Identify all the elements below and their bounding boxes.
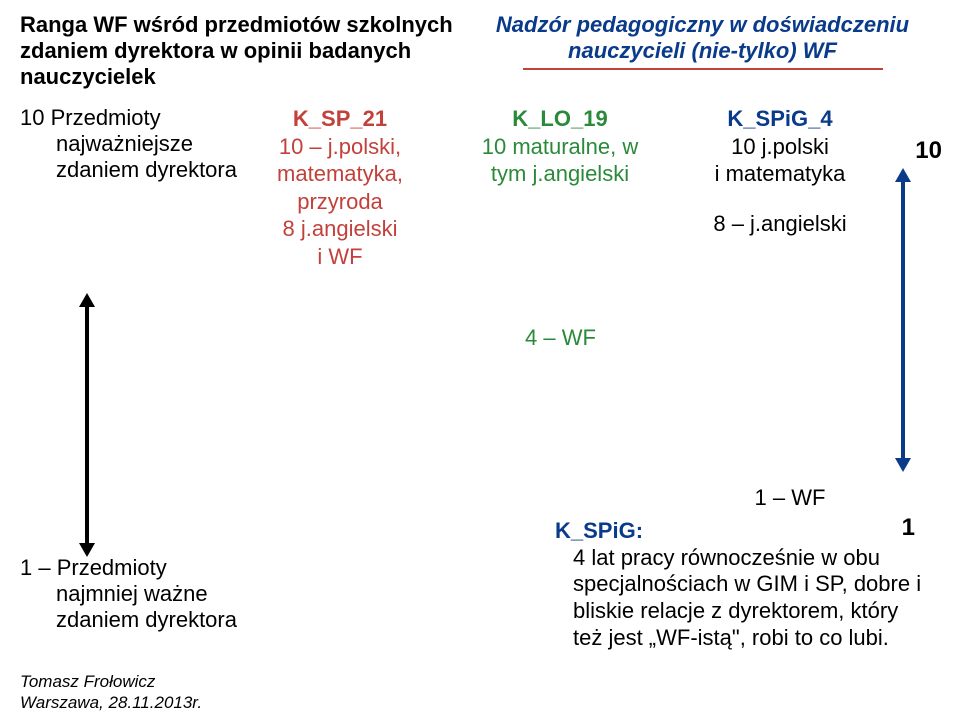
col-sp-b3: przyroda [250, 188, 430, 216]
kspig-label: K_SPiG: [555, 518, 643, 543]
kspig-paragraph: K_SPiG: 4 lat pracy równocześnie w obu s… [555, 518, 925, 652]
one-wf-label: 1 – WF [555, 485, 925, 512]
col-spig: K_SPiG_4 10 j.polski i matematyka 8 – j.… [690, 105, 870, 270]
col-sp: K_SP_21 10 – j.polski, matematyka, przyr… [250, 105, 430, 270]
one-big: 1 [902, 513, 915, 542]
bottom-right-block: 1 – WF 1 K_SPiG: 4 lat pracy równocześni… [555, 485, 925, 652]
header-left: Ranga WF wśród przedmiotów szkolnych zda… [20, 12, 475, 90]
col-sp-b4: 8 j.angielski [250, 215, 430, 243]
col-lo-code: K_LO_19 [460, 105, 660, 133]
left-arrow [85, 305, 89, 545]
footer-meta: Warszawa, 28.11.2013r. [20, 692, 202, 713]
header-right-text: Nadzór pedagogiczny w doświadczeniu nauc… [475, 12, 930, 64]
right-arrow [901, 180, 905, 460]
col-sp-b1: 10 – j.polski, [250, 133, 430, 161]
header-row: Ranga WF wśród przedmiotów szkolnych zda… [0, 0, 960, 98]
col-spig-b1: 10 j.polski [690, 133, 870, 161]
four-wf-label: 4 – WF [525, 325, 596, 351]
col-sp-b5: i WF [250, 243, 430, 271]
col-sp-b2: matematyka, [250, 160, 430, 188]
footer: Tomasz Frołowicz Warszawa, 28.11.2013r. [20, 671, 202, 714]
header-right-underline [523, 68, 883, 70]
top-subject-l1: 10 Przedmioty [20, 105, 240, 131]
col-spig-code: K_SPiG_4 [690, 105, 870, 133]
col-sp-code: K_SP_21 [250, 105, 430, 133]
kspig-text: 4 lat pracy równocześnie w obu specjalno… [555, 545, 925, 652]
bottom-subject-l3: zdaniem dyrektora [20, 607, 280, 633]
bottom-subject-l2: najmniej ważne [20, 581, 280, 607]
col-lo-b1: 10 maturalne, w [460, 133, 660, 161]
col-lo: K_LO_19 10 maturalne, w tym j.angielski [460, 105, 660, 270]
top-subject-label: 10 Przedmioty najważniejsze zdaniem dyre… [20, 105, 240, 183]
bottom-subject-label: 1 – Przedmioty najmniej ważne zdaniem dy… [20, 555, 280, 633]
columns-row: K_SP_21 10 – j.polski, matematyka, przyr… [250, 105, 870, 270]
header-right: Nadzór pedagogiczny w doświadczeniu nauc… [475, 12, 930, 90]
col-spig-b2: i matematyka [690, 160, 870, 188]
top-subject-l2: najważniejsze [20, 131, 240, 157]
bottom-subject-l1: 1 – Przedmioty [20, 555, 280, 581]
footer-author: Tomasz Frołowicz [20, 671, 202, 692]
col-spig-b3: 8 – j.angielski [690, 210, 870, 238]
col-spig-gap [690, 188, 870, 210]
col-lo-b2: tym j.angielski [460, 160, 660, 188]
ten-big: 10 [915, 137, 942, 165]
top-subject-l3: zdaniem dyrektora [20, 157, 240, 183]
